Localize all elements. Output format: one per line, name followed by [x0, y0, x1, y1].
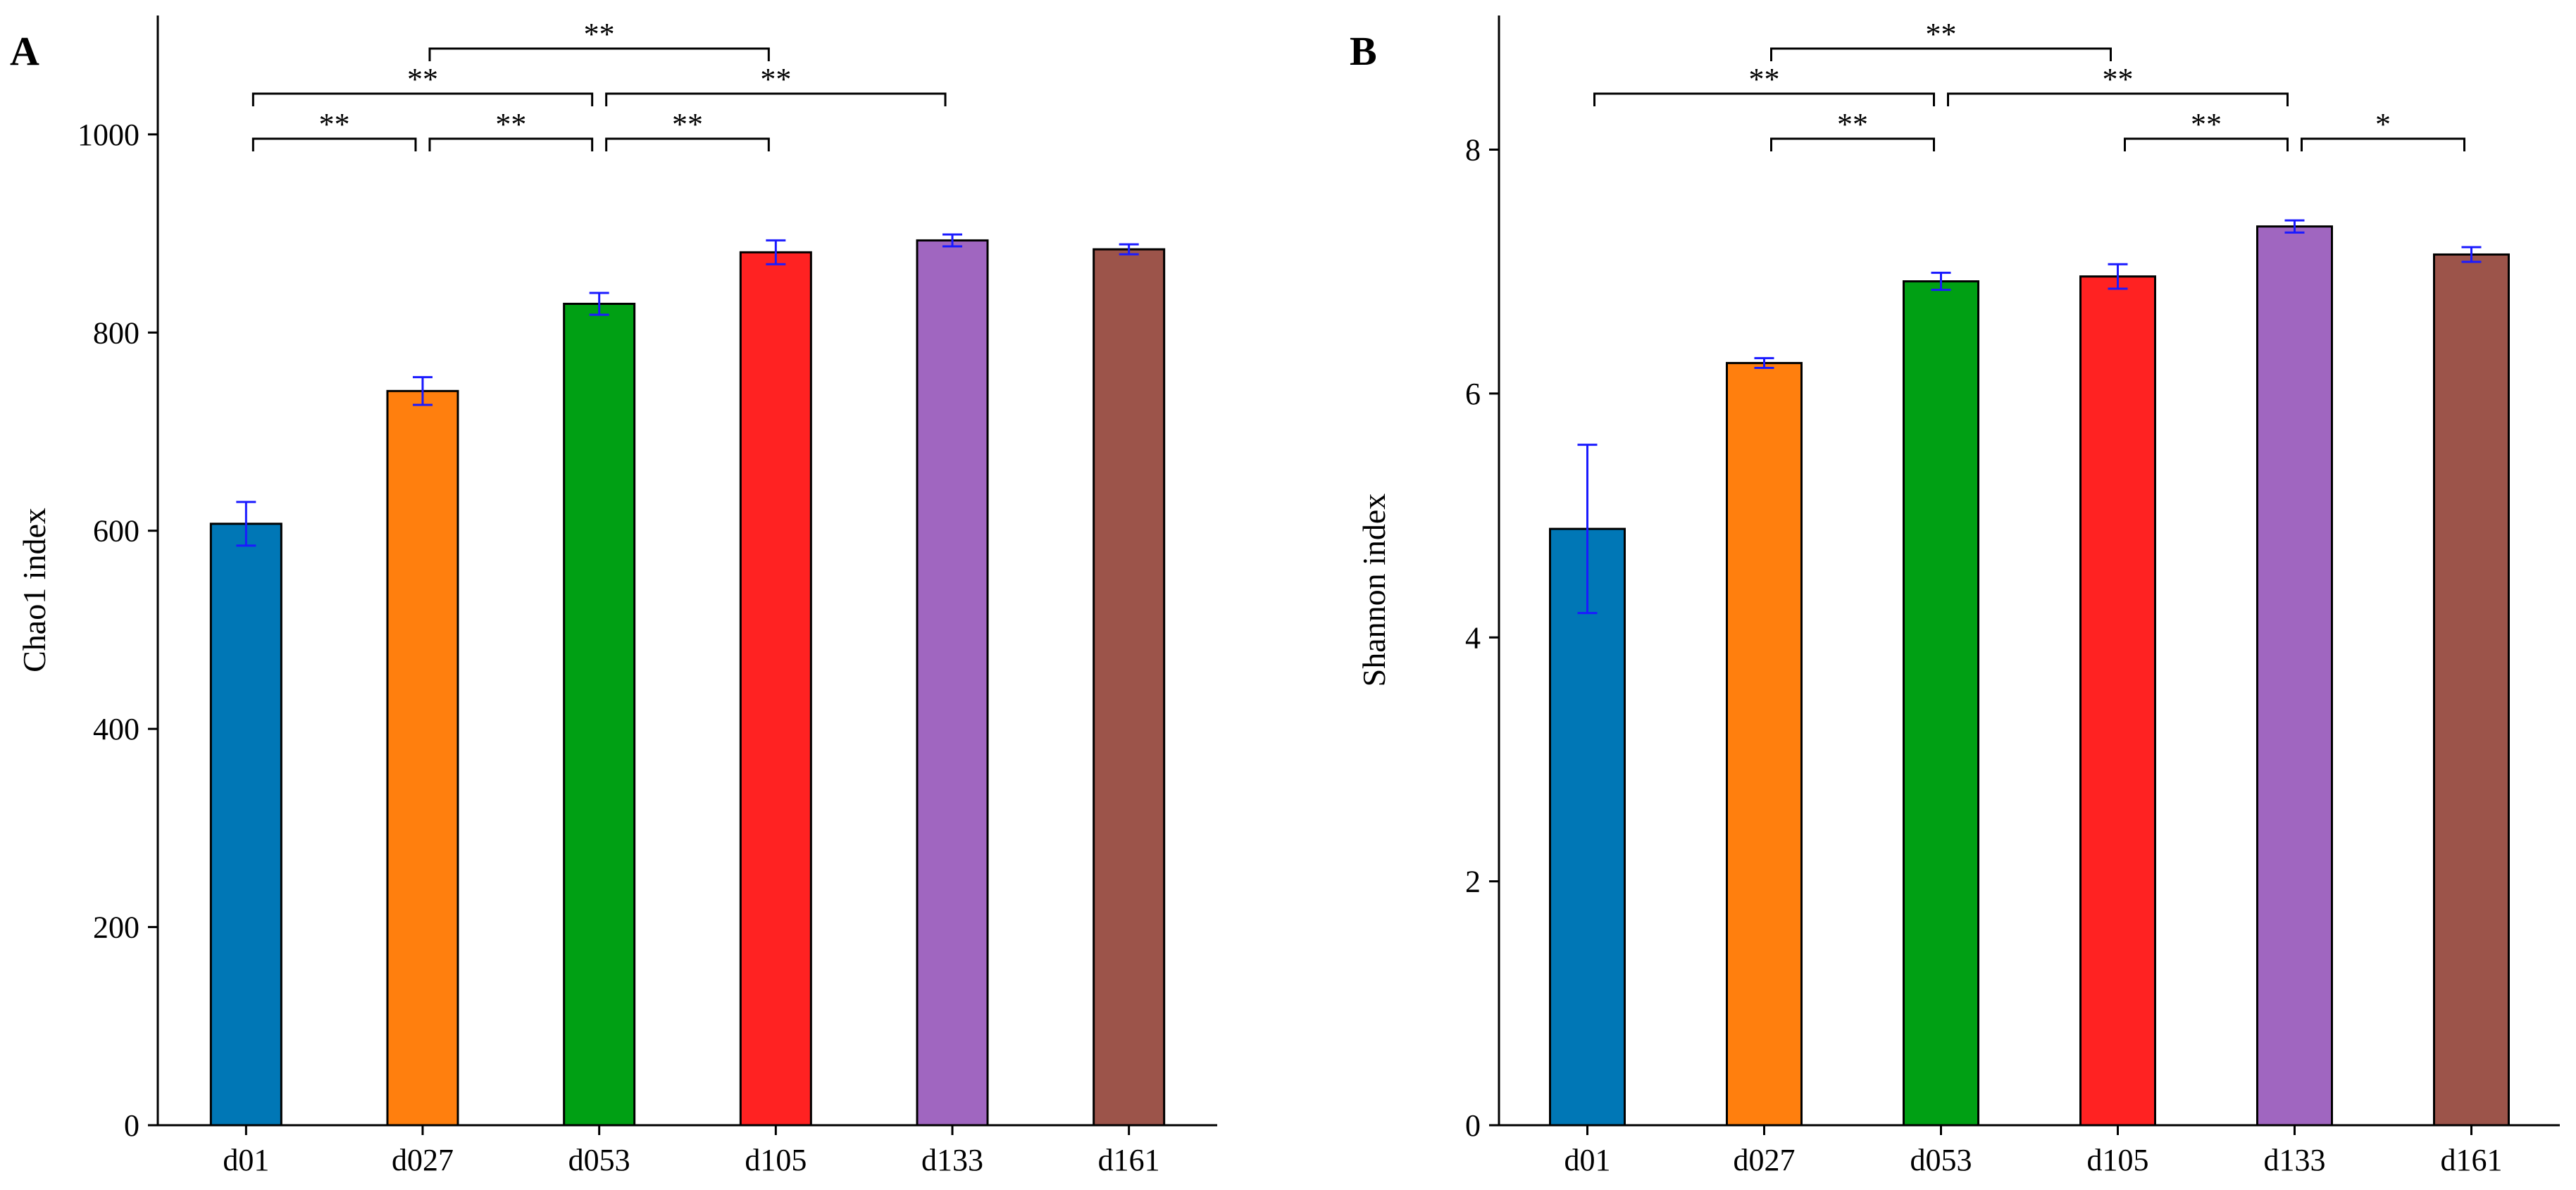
bar-a-d133	[916, 239, 989, 1127]
sig-label-a-d027-d105: **	[584, 17, 615, 51]
sig-bracket-b-d027-d105	[1770, 47, 2112, 61]
bar-b-d161	[2433, 253, 2510, 1127]
y-tick-label-a-0: 0	[124, 1108, 139, 1143]
x-tick-label-b-d133: d133	[2264, 1143, 2326, 1177]
panel-label-a: A	[10, 28, 39, 74]
y-tick-label-a-5: 1000	[77, 118, 139, 152]
sig-bracket-b-d01-d053	[1593, 92, 1935, 106]
sig-label-b-d053-d133: **	[2103, 62, 2134, 96]
bar-b-d027	[1726, 362, 1803, 1127]
x-tick-label-a-d053: d053	[568, 1143, 630, 1177]
x-tick-label-b-d161: d161	[2441, 1143, 2503, 1177]
x-tick-label-b-d01: d01	[1564, 1143, 1611, 1177]
sig-bracket-b-d053-d133	[1947, 92, 2289, 106]
y-axis-title-a: Chao1 index	[16, 508, 52, 672]
y-tick-label-b-0: 0	[1465, 1108, 1481, 1143]
y-axis-title-b: Shannon index	[1356, 494, 1392, 687]
sig-bracket-a-d027-d105	[428, 47, 770, 61]
bar-b-d133	[2256, 225, 2333, 1127]
x-tick-label-a-d105: d105	[745, 1143, 807, 1177]
y-tick-label-b-1: 2	[1465, 865, 1481, 899]
sig-bracket-a-d01-d053	[251, 92, 594, 106]
bar-a-d01	[209, 522, 282, 1127]
bar-b-d105	[2079, 275, 2156, 1127]
x-tick-label-b-d053: d053	[1910, 1143, 1972, 1177]
sig-label-a-d01-d027: **	[319, 107, 350, 142]
sig-label-a-d053-d133: **	[760, 62, 791, 96]
sig-label-b-d027-d105: **	[1926, 17, 1957, 51]
sig-label-b-d133-d161: *	[2375, 107, 2391, 142]
sig-label-b-d01-d053: **	[1749, 62, 1780, 96]
sig-bracket-a-d027-d053	[428, 137, 594, 151]
sig-label-b-d105-d133: **	[2191, 107, 2222, 142]
x-tick-label-a-d161: d161	[1098, 1143, 1160, 1177]
sig-bracket-b-d105-d133	[2124, 137, 2289, 151]
sig-label-a-d027-d053: **	[495, 107, 526, 142]
sig-bracket-b-d133-d161	[2301, 137, 2465, 151]
y-tick-label-b-3: 6	[1465, 377, 1481, 411]
y-tick-label-b-4: 8	[1465, 133, 1481, 168]
chart-panel-b: B Shannon index 0 2 4 6 8 d01 d027 d053 d105 d133…	[1350, 15, 2560, 1177]
bar-b-d053	[1903, 280, 1979, 1127]
bar-b-d01	[1549, 527, 1626, 1127]
sig-bracket-a-d01-d027	[251, 137, 417, 151]
sig-label-a-d01-d053: **	[407, 62, 438, 96]
x-tick-label-a-d027: d027	[392, 1143, 454, 1177]
y-tick-label-a-3: 600	[93, 514, 139, 549]
sig-bracket-b-d027-d053	[1770, 137, 1935, 151]
sig-label-b-d027-d053: **	[1837, 107, 1868, 142]
panel-label-b: B	[1350, 28, 1377, 74]
y-tick-label-a-1: 200	[93, 910, 139, 945]
sig-bracket-a-d053-d133	[605, 92, 947, 106]
y-tick-label-a-4: 800	[93, 315, 139, 350]
sig-bracket-a-d053-d105	[605, 137, 770, 151]
x-tick-label-b-d027: d027	[1734, 1143, 1796, 1177]
bar-a-d161	[1093, 248, 1166, 1127]
bar-a-d053	[563, 302, 636, 1127]
x-tick-label-b-d105: d105	[2087, 1143, 2149, 1177]
y-tick-label-b-2: 4	[1465, 620, 1481, 655]
bar-a-d105	[739, 251, 812, 1127]
y-tick-label-a-2: 400	[93, 712, 139, 746]
x-tick-label-a-d01: d01	[223, 1143, 269, 1177]
chart-panel-a: A Chao1 index 0 200 400 600 800 1000 d01 d027 d0…	[10, 15, 1217, 1177]
bar-a-d027	[386, 389, 459, 1127]
sig-label-a-d053-d105: **	[672, 107, 703, 142]
x-tick-label-a-d133: d133	[921, 1143, 983, 1177]
